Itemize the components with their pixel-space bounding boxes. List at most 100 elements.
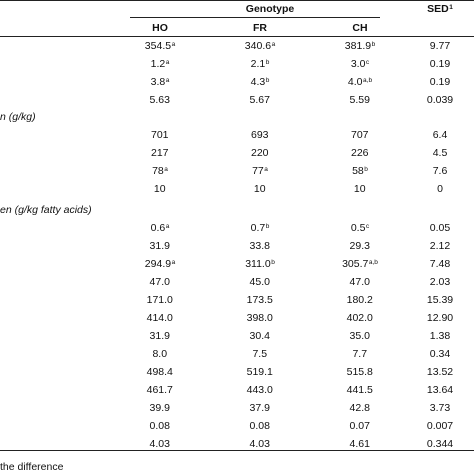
significance-letter: a xyxy=(171,259,176,266)
cell-value: 5.67 xyxy=(249,94,270,106)
cell-sed: 7.6 xyxy=(432,165,448,177)
cell-fr: 173.5 xyxy=(220,293,300,307)
significance-letter: a xyxy=(165,223,170,230)
significance-letter: c xyxy=(365,59,370,66)
ho-heading: HO xyxy=(152,22,168,34)
cell-value: 402.0 xyxy=(346,312,373,324)
cell-value: 0.08 xyxy=(149,420,170,432)
header-bottom-rule xyxy=(0,36,474,37)
cell-value: 217 xyxy=(150,147,169,159)
cell-ho: 39.9 xyxy=(120,401,200,415)
significance-letter: a xyxy=(165,77,170,84)
cell-ho: 31.9 xyxy=(120,239,200,253)
cell-ho: 47.0 xyxy=(120,275,200,289)
cell-value: 29.3 xyxy=(349,240,370,252)
cell-sed: 13.64 xyxy=(426,384,454,396)
cell-value: 10 xyxy=(253,183,266,195)
cell-ch: 5.59 xyxy=(320,93,400,107)
table-bottom-rule xyxy=(0,450,474,451)
cell-fr: 5.67 xyxy=(220,93,300,107)
cell-value: 340.6 xyxy=(244,40,272,52)
cell-sed: 6.4 xyxy=(432,129,448,141)
cell-fr: 4.3b xyxy=(220,75,300,89)
cell-value: 519.1 xyxy=(246,366,273,378)
cell-value: 414.0 xyxy=(146,312,173,324)
cell-value: 294.9 xyxy=(144,258,172,270)
significance-letter: a xyxy=(271,41,276,48)
significance-letter: b xyxy=(265,77,270,84)
cell-ho: 294.9a xyxy=(120,257,200,271)
cell-value: 45.0 xyxy=(249,276,270,288)
cell-fr: 4.03 xyxy=(220,437,300,451)
cell-ho: 414.0 xyxy=(120,311,200,325)
cell-value: 10 xyxy=(353,183,366,195)
cell-fr: 519.1 xyxy=(220,365,300,379)
cell-value: 37.9 xyxy=(249,402,270,414)
cell-fr: 220 xyxy=(220,146,300,160)
cell-sed: 0.344 xyxy=(426,438,454,450)
cell-ch: 402.0 xyxy=(320,311,400,325)
cell-fr: 10 xyxy=(220,182,300,196)
cell-fr: 443.0 xyxy=(220,383,300,397)
genotype-span-rule xyxy=(130,17,380,18)
cell-sed: 3.73 xyxy=(429,402,451,414)
cell-value: 441.5 xyxy=(346,384,373,396)
cell-value: 4.0 xyxy=(347,76,363,88)
footnote: the difference xyxy=(0,461,64,473)
cell-value: 5.59 xyxy=(349,94,370,106)
cell-value: 0.08 xyxy=(249,420,270,432)
cell-fr: 693 xyxy=(220,128,300,142)
cell-ho: 4.03 xyxy=(120,437,200,451)
cell-value: 226 xyxy=(350,147,369,159)
cell-sed: 7.48 xyxy=(429,258,451,270)
cell-sed: 2.03 xyxy=(429,276,451,288)
cell-value: 31.9 xyxy=(149,240,170,252)
cell-ch: 3.0c xyxy=(320,57,400,71)
cell-ho: 78a xyxy=(120,164,200,178)
cell-ch: 0.07 xyxy=(320,419,400,433)
cell-value: 311.0 xyxy=(245,258,271,270)
cell-sed: 9.77 xyxy=(429,40,451,52)
cell-value: 180.2 xyxy=(346,294,373,306)
cell-value: 7.5 xyxy=(252,348,268,360)
cell-ho: 461.7 xyxy=(120,383,200,397)
cell-value: 354.5 xyxy=(144,40,172,52)
cell-value: 515.8 xyxy=(346,366,373,378)
cell-sed: 0.039 xyxy=(426,94,454,106)
significance-letter: a xyxy=(171,41,176,48)
significance-letter: b xyxy=(371,41,376,48)
cell-value: 1.2 xyxy=(150,58,166,70)
cell-value: 10 xyxy=(153,183,166,195)
significance-letter: b xyxy=(271,259,275,266)
cell-ch: 0.5c xyxy=(320,221,400,235)
significance-letter: b xyxy=(265,59,270,66)
cell-sed: 0.05 xyxy=(429,222,451,234)
cell-value: 47.0 xyxy=(149,276,170,288)
cell-sed: 12.90 xyxy=(426,312,454,324)
cell-value: 4.61 xyxy=(349,438,370,450)
cell-ch: 226 xyxy=(320,146,400,160)
section-label-composition: n (g/kg) xyxy=(0,111,36,123)
cell-value: 398.0 xyxy=(246,312,273,324)
cell-value: 305.7 xyxy=(342,258,369,270)
significance-letter: c xyxy=(365,223,370,230)
cell-value: 4.3 xyxy=(250,76,266,88)
significance-letter: b xyxy=(265,223,270,230)
cell-fr: 45.0 xyxy=(220,275,300,289)
cell-value: 47.0 xyxy=(349,276,370,288)
section-label-fatty-acids: en (g/kg fatty acids) xyxy=(0,204,92,216)
cell-ho: 498.4 xyxy=(120,365,200,379)
cell-ch: 35.0 xyxy=(320,329,400,343)
cell-ho: 0.08 xyxy=(120,419,200,433)
cell-sed: 0.19 xyxy=(429,58,451,70)
cell-value: 0.5 xyxy=(350,222,366,234)
significance-letter: a xyxy=(164,166,168,173)
cell-value: 30.4 xyxy=(249,330,270,342)
cell-ch: 381.9b xyxy=(320,39,400,53)
cell-ch: 58b xyxy=(320,164,400,178)
cell-fr: 7.5 xyxy=(220,347,300,361)
cell-ch: 10 xyxy=(320,182,400,196)
significance-letter: a xyxy=(264,166,268,173)
cell-ho: 217 xyxy=(120,146,200,160)
